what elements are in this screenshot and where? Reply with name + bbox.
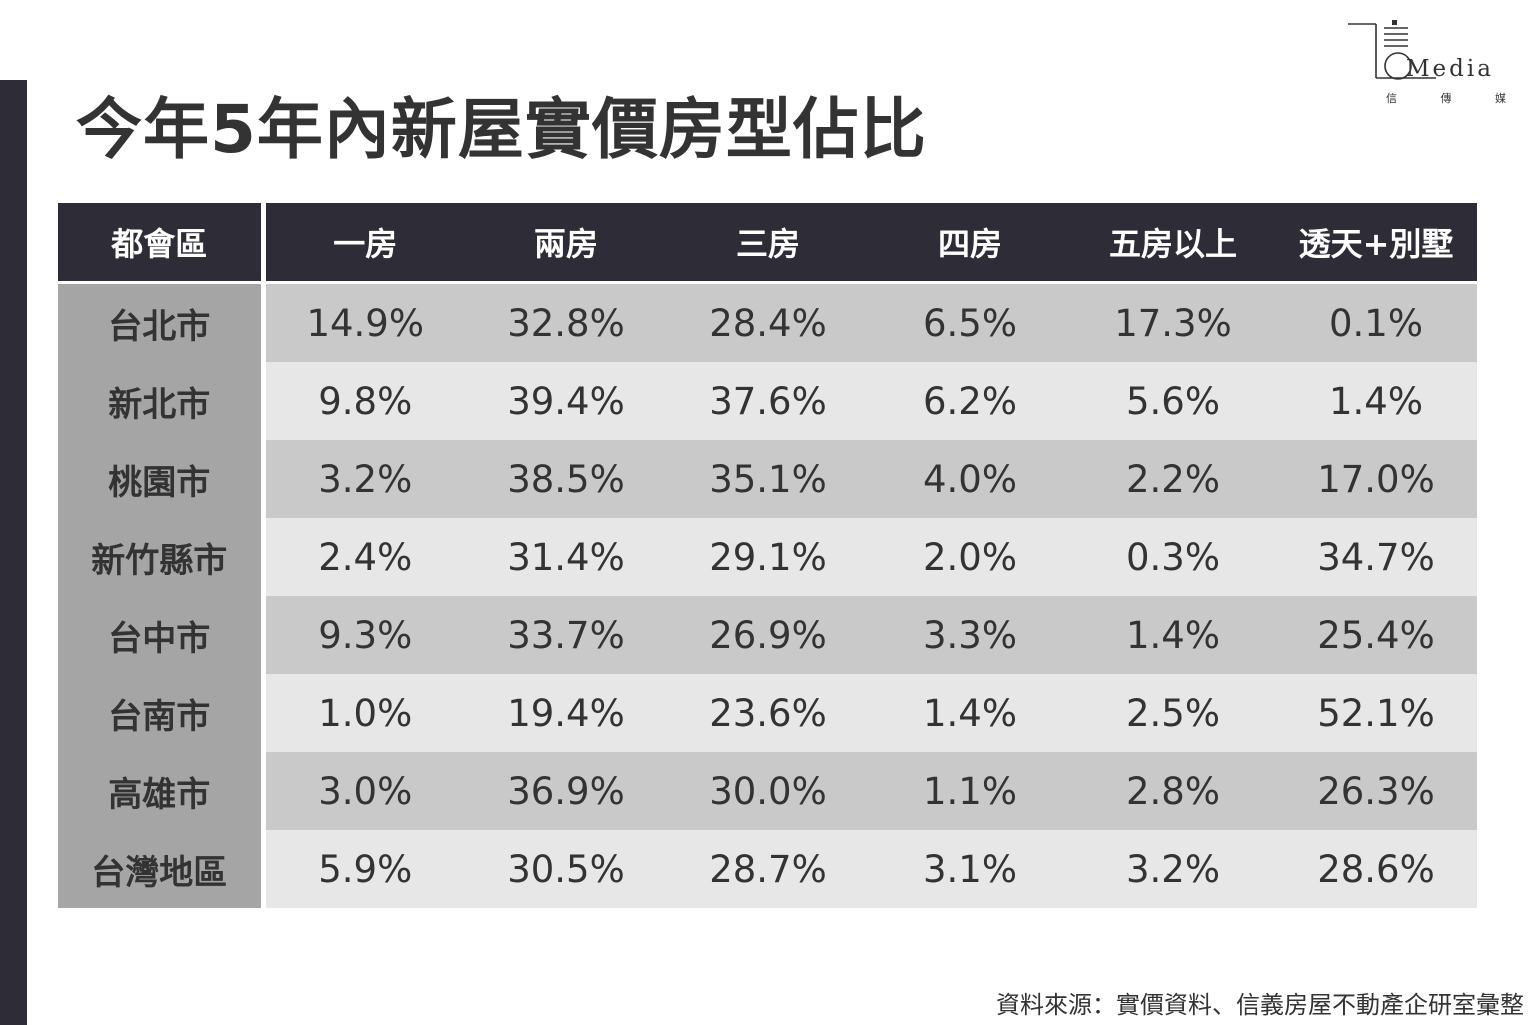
value-cell: 2.4% xyxy=(263,518,465,596)
value-cell: 30.5% xyxy=(465,830,667,908)
value-cell: 32.8% xyxy=(465,282,667,362)
value-cell: 3.2% xyxy=(263,440,465,518)
value-cell: 1.4% xyxy=(869,674,1071,752)
table-row: 桃園市 3.2% 38.5% 35.1% 4.0% 2.2% 17.0% xyxy=(58,440,1477,518)
region-cell: 高雄市 xyxy=(58,752,266,830)
table-row: 台南市 1.0% 19.4% 23.6% 1.4% 2.5% 52.1% xyxy=(58,674,1477,752)
value-cell: 39.4% xyxy=(465,362,667,440)
value-cell: 0.3% xyxy=(1071,518,1275,596)
value-cell: 28.7% xyxy=(667,830,869,908)
value-cell: 5.6% xyxy=(1071,362,1275,440)
value-cell: 30.0% xyxy=(667,752,869,830)
value-cell: 31.4% xyxy=(465,518,667,596)
logo-sub-char: 媒 xyxy=(1495,92,1506,105)
value-cell: 4.0% xyxy=(869,440,1071,518)
value-cell: 17.0% xyxy=(1275,440,1477,518)
value-cell: 3.2% xyxy=(1071,830,1275,908)
value-cell: 33.7% xyxy=(465,596,667,674)
value-cell: 29.1% xyxy=(667,518,869,596)
value-cell: 3.0% xyxy=(263,752,465,830)
value-cell: 28.6% xyxy=(1275,830,1477,908)
value-cell: 1.4% xyxy=(1275,362,1477,440)
region-cell: 台灣地區 xyxy=(58,830,266,908)
logo-sub-char: 信 xyxy=(1386,92,1397,105)
value-cell: 34.7% xyxy=(1275,518,1477,596)
region-cell: 桃園市 xyxy=(58,440,266,518)
table-body: 台北市 14.9% 32.8% 28.4% 6.5% 17.3% 0.1% 新北市 9.8% 39… xyxy=(58,282,1477,908)
media-logo: Media 信 傳 媒 xyxy=(1346,18,1511,108)
table-row: 新北市 9.8% 39.4% 37.6% 6.2% 5.6% 1.4% xyxy=(58,362,1477,440)
value-cell: 2.5% xyxy=(1071,674,1275,752)
value-cell: 9.3% xyxy=(263,596,465,674)
table-row: 台北市 14.9% 32.8% 28.4% 6.5% 17.3% 0.1% xyxy=(58,282,1477,362)
header-five-plus-room: 五房以上 xyxy=(1071,203,1275,284)
value-cell: 28.4% xyxy=(667,282,869,362)
table-row: 台灣地區 5.9% 30.5% 28.7% 3.1% 3.2% 28.6% xyxy=(58,830,1477,908)
table-row: 台中市 9.3% 33.7% 26.9% 3.3% 1.4% 25.4% xyxy=(58,596,1477,674)
header-four-room: 四房 xyxy=(869,203,1071,284)
value-cell: 2.2% xyxy=(1071,440,1275,518)
value-cell: 38.5% xyxy=(465,440,667,518)
value-cell: 5.9% xyxy=(263,830,465,908)
region-cell: 台北市 xyxy=(58,282,266,362)
value-cell: 6.2% xyxy=(869,362,1071,440)
value-cell: 17.3% xyxy=(1071,282,1275,362)
table-row: 新竹縣市 2.4% 31.4% 29.1% 2.0% 0.3% 34.7% xyxy=(58,518,1477,596)
left-accent-bar xyxy=(0,80,27,1025)
value-cell: 1.1% xyxy=(869,752,1071,830)
header-region: 都會區 xyxy=(58,203,266,284)
table-header-row: 都會區 一房 兩房 三房 四房 五房以上 透天+別墅 xyxy=(58,203,1477,284)
value-cell: 1.4% xyxy=(1071,596,1275,674)
value-cell: 3.1% xyxy=(869,830,1071,908)
value-cell: 26.3% xyxy=(1275,752,1477,830)
value-cell: 35.1% xyxy=(667,440,869,518)
value-cell: 14.9% xyxy=(263,282,465,362)
header-two-room: 兩房 xyxy=(465,203,667,284)
value-cell: 1.0% xyxy=(263,674,465,752)
header-one-room: 一房 xyxy=(263,203,465,284)
value-cell: 2.8% xyxy=(1071,752,1275,830)
value-cell: 25.4% xyxy=(1275,596,1477,674)
value-cell: 9.8% xyxy=(263,362,465,440)
value-cell: 6.5% xyxy=(869,282,1071,362)
value-cell: 36.9% xyxy=(465,752,667,830)
logo-subtitle: 信 傳 媒 xyxy=(1386,90,1506,106)
value-cell: 3.3% xyxy=(869,596,1071,674)
room-type-share-table: 都會區 一房 兩房 三房 四房 五房以上 透天+別墅 台北市 14.9% 32.8%… xyxy=(58,203,1477,908)
region-cell: 新竹縣市 xyxy=(58,518,266,596)
value-cell: 26.9% xyxy=(667,596,869,674)
region-cell: 台南市 xyxy=(58,674,266,752)
header-townhouse-villa: 透天+別墅 xyxy=(1275,203,1477,284)
region-cell: 新北市 xyxy=(58,362,266,440)
value-cell: 2.0% xyxy=(869,518,1071,596)
region-cell: 台中市 xyxy=(58,596,266,674)
value-cell: 0.1% xyxy=(1275,282,1477,362)
value-cell: 37.6% xyxy=(667,362,869,440)
logo-mark-icon xyxy=(1348,20,1436,80)
value-cell: 23.6% xyxy=(667,674,869,752)
source-note: 資料來源：實價資料、信義房屋不動產企研室彙整 xyxy=(996,991,1524,1019)
logo-wordmark: Media xyxy=(1406,56,1494,82)
logo-sub-char: 傳 xyxy=(1440,92,1452,105)
value-cell: 19.4% xyxy=(465,674,667,752)
value-cell: 52.1% xyxy=(1275,674,1477,752)
header-three-room: 三房 xyxy=(667,203,869,284)
page-title: 今年5年內新屋實價房型佔比 xyxy=(76,91,927,168)
table-row: 高雄市 3.0% 36.9% 30.0% 1.1% 2.8% 26.3% xyxy=(58,752,1477,830)
